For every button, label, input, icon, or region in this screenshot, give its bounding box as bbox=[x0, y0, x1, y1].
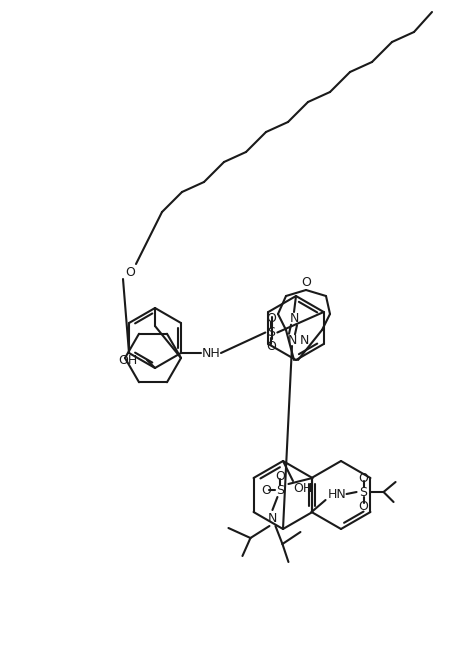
Text: O: O bbox=[276, 470, 286, 483]
Text: O: O bbox=[125, 266, 135, 278]
Text: O: O bbox=[261, 483, 271, 497]
Text: O: O bbox=[359, 472, 369, 484]
Text: N: N bbox=[299, 333, 309, 346]
Text: NH: NH bbox=[202, 346, 220, 360]
Text: N: N bbox=[287, 333, 297, 346]
Text: HN: HN bbox=[328, 488, 347, 501]
Text: S: S bbox=[267, 326, 275, 339]
Text: OH: OH bbox=[118, 353, 137, 366]
Text: N: N bbox=[289, 311, 299, 324]
Text: N: N bbox=[268, 512, 277, 525]
Text: S: S bbox=[360, 486, 368, 499]
Text: O: O bbox=[359, 499, 369, 512]
Text: O: O bbox=[301, 275, 311, 289]
Text: O: O bbox=[266, 340, 276, 353]
Text: O: O bbox=[266, 312, 276, 325]
Text: OH: OH bbox=[293, 483, 313, 495]
Text: S: S bbox=[277, 483, 285, 497]
